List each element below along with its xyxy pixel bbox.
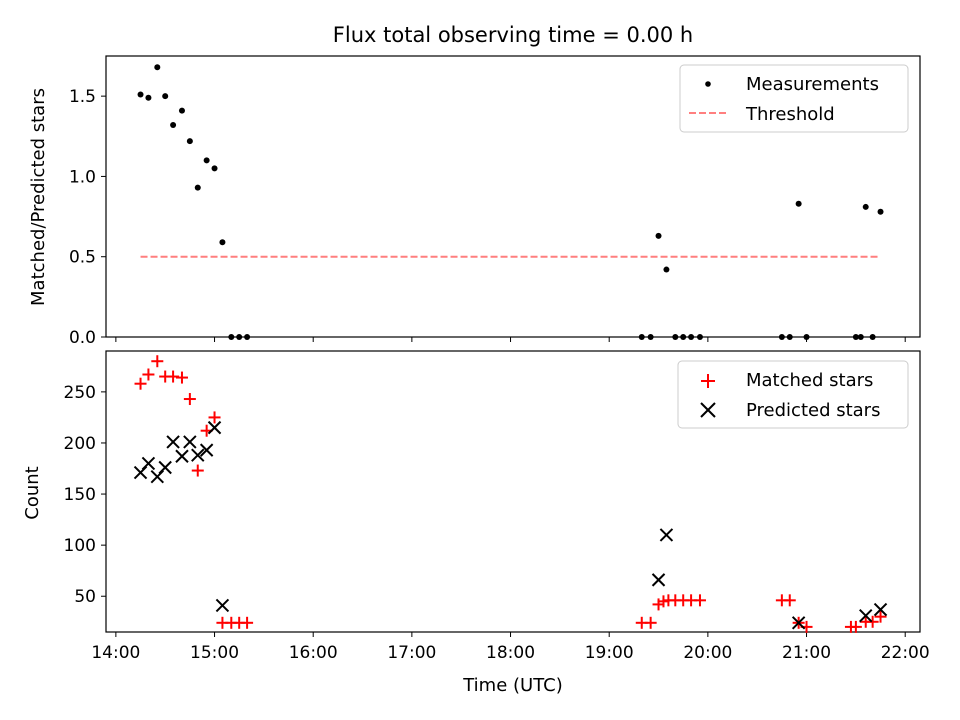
measurements-point xyxy=(869,334,876,340)
bottom-y-axis-label: Count xyxy=(22,466,43,519)
bottom-axes-frame xyxy=(105,350,921,633)
measurements-point xyxy=(236,334,243,340)
top-y-tick-label: 0.5 xyxy=(69,248,96,268)
matched-stars-point xyxy=(874,610,887,623)
top-axes-frame xyxy=(105,55,921,338)
x-tick-label: 21:00 xyxy=(782,643,831,663)
measurements-point xyxy=(638,334,645,340)
x-tick-label: 20:00 xyxy=(683,643,732,663)
matched-stars-point xyxy=(175,371,188,384)
x-tick-label: 16:00 xyxy=(289,643,338,663)
x-tick-label: 19:00 xyxy=(585,643,634,663)
legend-threshold-label: Threshold xyxy=(745,104,835,125)
measurements-point xyxy=(877,208,884,215)
predicted-stars-point xyxy=(215,598,230,613)
bottom-y-tick-label: 250 xyxy=(64,383,96,403)
matched-stars-point xyxy=(866,615,879,628)
measurements-point xyxy=(647,334,654,340)
measurements-point xyxy=(696,334,703,340)
predicted-stars-point xyxy=(873,602,888,617)
top-y-tick-label: 1.0 xyxy=(69,167,96,187)
x-tick-label: 17:00 xyxy=(387,643,436,663)
measurements-point xyxy=(857,334,864,340)
measurements-point xyxy=(688,334,695,340)
matched-stars-point xyxy=(151,355,164,368)
measurements-point xyxy=(803,334,810,340)
predicted-stars-point xyxy=(183,435,197,449)
x-tick-label: 18:00 xyxy=(486,643,535,663)
matched-stars-point xyxy=(183,393,196,406)
matched-stars-point xyxy=(644,616,657,629)
predicted-stars-point xyxy=(659,528,674,542)
top-panel: 0.0 0.5 1.0 1.5 xyxy=(69,55,921,348)
predicted-stars-point xyxy=(651,573,666,587)
top-y-tick-label: 0.0 xyxy=(69,328,96,348)
legend-measurements-label: Measurements xyxy=(746,74,879,95)
measurements-point xyxy=(211,165,218,172)
measurements-point xyxy=(663,266,670,273)
top-legend-frame xyxy=(679,64,909,133)
chart-title: Flux total observing time = 0.00 h xyxy=(333,23,693,47)
measurements-point xyxy=(145,94,152,101)
measurements-point xyxy=(219,239,226,246)
measurements-point xyxy=(862,203,869,210)
bottom-y-tick-label: 150 xyxy=(64,485,96,505)
measurements-point xyxy=(672,334,679,340)
measurements-point xyxy=(852,334,859,340)
legend-matched-marker xyxy=(701,374,715,388)
top-y-tick-label: 1.5 xyxy=(69,87,96,107)
bottom-y-tick-label: 100 xyxy=(64,536,96,556)
matched-stars-point xyxy=(693,594,706,607)
measurements-point xyxy=(244,334,251,340)
predicted-stars-point xyxy=(166,435,180,449)
predicted-stars-point xyxy=(859,608,873,623)
measurements-point xyxy=(203,157,210,164)
predicted-stars-point xyxy=(191,448,205,462)
x-axis-label: Time (UTC) xyxy=(462,675,563,696)
bottom-y-tick-label: 200 xyxy=(64,434,96,454)
predicted-stars-point xyxy=(199,443,214,457)
bottom-legend: Matched stars Predicted stars xyxy=(677,360,909,429)
x-tick-label: 14:00 xyxy=(91,643,140,663)
matched-stars-point xyxy=(142,368,155,381)
matched-stars-point xyxy=(849,620,862,633)
predicted-stars-point xyxy=(791,616,806,630)
predicted-stars-point xyxy=(141,456,156,471)
x-tick-label: 22:00 xyxy=(881,643,930,663)
matched-stars-point xyxy=(208,411,221,424)
top-legend: Measurements Threshold xyxy=(679,64,909,133)
measurements-point xyxy=(178,107,185,114)
predicted-stars-point xyxy=(158,460,172,475)
measurements-point xyxy=(162,93,169,100)
legend-matched-label: Matched stars xyxy=(746,370,873,391)
bottom-panel: 14:00 15:00 16:00 17:00 18:00 19:00 20:00 21:00… xyxy=(64,350,930,663)
measurements-point xyxy=(680,334,687,340)
legend-predicted-label: Predicted stars xyxy=(746,400,880,421)
measurements-point xyxy=(778,334,785,340)
measurements-point xyxy=(655,232,662,239)
legend-predicted-marker xyxy=(700,402,716,418)
matched-stars-point xyxy=(134,377,147,390)
predicted-stars-point xyxy=(207,420,222,435)
matched-stars-point xyxy=(783,594,796,607)
bottom-y-tick-label: 50 xyxy=(74,587,96,607)
measurements-point xyxy=(154,64,161,71)
bottom-legend-frame xyxy=(677,360,909,429)
measurements-point xyxy=(137,91,144,98)
x-tick-label: 15:00 xyxy=(190,643,239,663)
legend-measurements-marker xyxy=(705,81,711,87)
measurements-point xyxy=(186,138,193,145)
matched-stars-point xyxy=(241,616,254,629)
predicted-stars-point xyxy=(175,449,189,463)
measurements-point xyxy=(170,122,177,129)
matched-stars-point xyxy=(167,370,180,383)
measurements-point xyxy=(194,184,201,191)
measurements-point xyxy=(786,334,793,340)
measurements-point xyxy=(795,200,802,207)
matched-stars-point xyxy=(191,464,204,477)
measurements-point xyxy=(228,334,235,340)
top-y-axis-label: Matched/Predicted stars xyxy=(28,88,49,306)
